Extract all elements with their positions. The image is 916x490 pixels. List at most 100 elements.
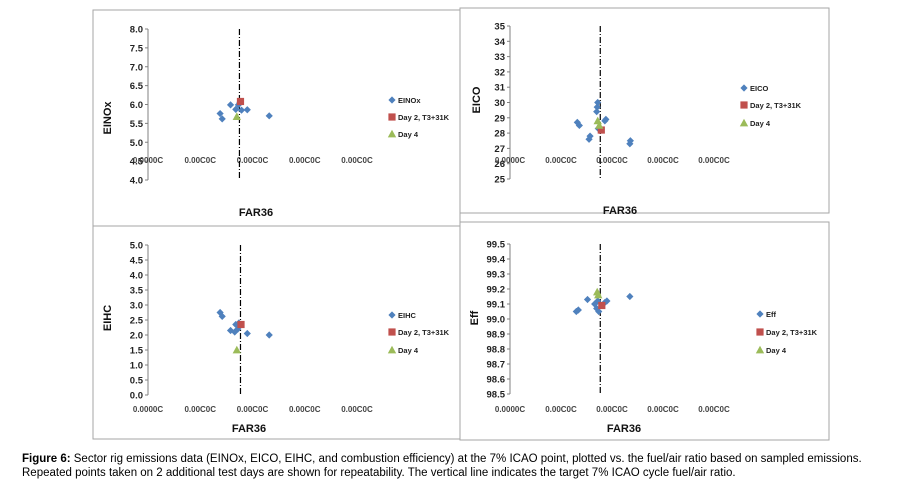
data-point [243, 106, 251, 114]
y-tick-label: 3.0 [130, 301, 143, 312]
y-tick-label: 1.5 [130, 346, 144, 357]
y-tick-label: 4.0 [130, 271, 143, 282]
y-tick-label: 2.5 [130, 316, 144, 327]
legend-marker [739, 118, 749, 127]
x-tick-label: 0.00C0C [237, 405, 269, 414]
y-tick-label: 4.5 [130, 157, 144, 168]
data-point [265, 331, 273, 339]
x-tick-label: 0.0000C [495, 156, 525, 165]
x-tick-label: 0.00C0C [237, 156, 269, 165]
x-tick-label: 0.00C0C [341, 156, 373, 165]
y-tick-label: 98.7 [487, 360, 506, 371]
data-point [574, 306, 582, 314]
data-point [218, 312, 226, 320]
data-point [598, 301, 606, 310]
x-tick-label: 0.00C0C [289, 156, 321, 165]
x-tick-label: 0.00C0C [698, 405, 730, 414]
y-tick-label: 7.0 [130, 62, 143, 73]
data-point [243, 329, 251, 338]
y-tick-label: 98.5 [487, 390, 506, 401]
legend-label: Day 2, T3+31K [750, 101, 802, 110]
legend-label: EIHC [398, 311, 417, 320]
y-tick-label: 99.0 [487, 315, 506, 326]
y-tick-label: 98.6 [487, 375, 506, 386]
y-tick-label: 99.5 [487, 240, 506, 251]
legend-marker [755, 345, 765, 354]
caption-label: Figure 6: [22, 453, 71, 465]
legend-marker [388, 311, 396, 319]
y-tick-label: 31 [494, 83, 505, 94]
x-tick-label: 0.00C0C [184, 156, 216, 165]
legend-label: Day 2, T3+31K [398, 328, 450, 337]
y-tick-label: 98.8 [487, 345, 506, 356]
y-tick-label: 3.5 [130, 286, 144, 297]
y-axis-title: EINOx [102, 101, 114, 135]
x-tick-label: 0.00C0C [596, 405, 628, 414]
y-tick-label: 30 [494, 98, 505, 109]
x-axis-title: FAR36 [603, 205, 637, 217]
legend-marker [388, 96, 396, 104]
data-point [603, 297, 611, 305]
legend-label: Day 4 [398, 346, 419, 355]
data-point [626, 292, 634, 301]
legend-marker [387, 345, 397, 354]
legend-label: Day 4 [766, 346, 787, 355]
data-point [602, 115, 610, 123]
data-point [573, 118, 581, 126]
y-tick-label: 0.0 [130, 391, 143, 402]
chart-frame [459, 7, 830, 214]
chart-frame [92, 9, 461, 229]
legend-marker [756, 310, 764, 318]
y-tick-label: 5.0 [130, 138, 143, 149]
legend-marker [756, 328, 764, 336]
chart-3: 0.0 0.5 1.0 1.5 2.0 2.5 3.0 3.5 4.0 4.5 5.0 0.0000C… [92, 225, 461, 440]
legend-marker [387, 129, 397, 138]
y-axis-title: EICO [471, 86, 483, 113]
x-tick-label: 0.00C0C [341, 405, 373, 414]
y-tick-label: 28 [494, 129, 505, 140]
chart-1: 4.0 4.5 5.0 5.5 6.0 6.5 7.0 7.5 8.0 0.0000C 0.00C0… [92, 9, 461, 229]
legend-marker [388, 113, 396, 121]
data-point [265, 112, 273, 120]
x-tick-label: 0.00C0C [184, 405, 216, 414]
y-tick-label: 7.5 [130, 43, 144, 54]
y-tick-label: 8.0 [130, 25, 143, 36]
legend-label: EINOx [398, 96, 421, 105]
data-point [216, 109, 224, 118]
y-tick-label: 4.5 [130, 256, 144, 267]
x-tick-label: 0.00C0C [289, 405, 321, 414]
data-point [591, 300, 599, 308]
data-point [232, 112, 242, 120]
y-tick-label: 5.0 [130, 241, 143, 252]
data-point [218, 115, 226, 123]
chart-2: 25 26 27 28 29 30 31 32 33 34 35 0.0000C 0.00C0C 0.00… [459, 7, 830, 217]
y-tick-label: 35 [494, 22, 505, 33]
y-tick-label: 99.4 [487, 255, 506, 266]
legend-label: EICO [750, 84, 769, 93]
data-point [626, 137, 634, 145]
y-tick-label: 6.5 [130, 81, 144, 92]
x-tick-label: 0.00C0C [698, 156, 730, 165]
data-point [232, 105, 240, 114]
x-tick-label: 0.00C0C [596, 156, 628, 165]
x-tick-label: 0.00C0C [545, 405, 577, 414]
caption-text: Sector rig emissions data (EINOx, EICO, … [22, 453, 862, 479]
y-tick-label: 29 [494, 113, 505, 124]
y-tick-label: 26 [494, 159, 505, 170]
data-point [594, 297, 602, 305]
figure-caption: Figure 6: Sector rig emissions data (EIN… [22, 452, 902, 480]
y-tick-label: 33 [494, 52, 505, 63]
y-axis-title: EIHC [102, 305, 114, 331]
data-point [585, 135, 593, 143]
y-tick-label: 6.0 [130, 100, 143, 111]
x-axis-title: FAR36 [232, 423, 266, 435]
y-tick-label: 99.1 [487, 300, 506, 311]
x-axis-title: FAR36 [607, 423, 641, 435]
data-point [232, 345, 242, 354]
x-tick-label: 0.00C0C [647, 405, 679, 414]
data-point [597, 126, 605, 134]
y-tick-label: 99.2 [487, 285, 506, 296]
data-point [237, 320, 245, 329]
y-tick-label: 25 [494, 175, 505, 186]
